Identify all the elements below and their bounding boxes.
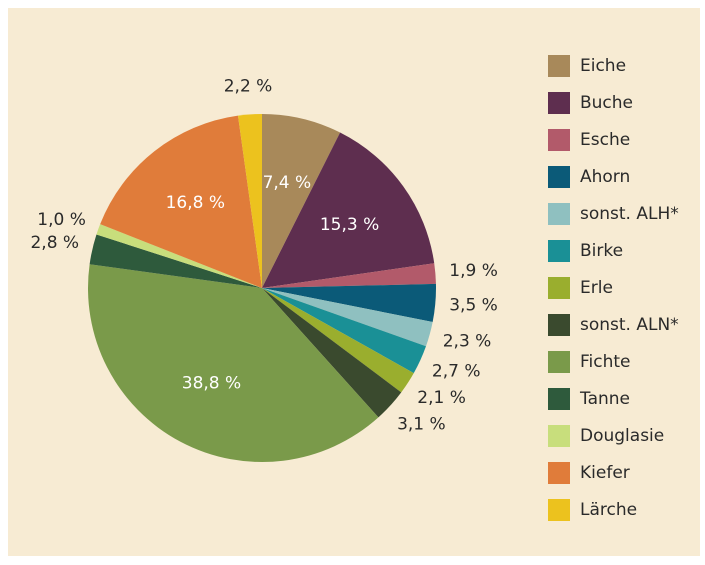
pie-slice xyxy=(96,224,262,288)
pie-slice xyxy=(238,114,262,288)
pie-slice xyxy=(262,263,436,288)
data-label: 15,3 % xyxy=(320,215,379,235)
data-label: 7,4 % xyxy=(263,173,312,193)
pie-slice xyxy=(262,288,402,418)
legend-swatch xyxy=(548,277,570,299)
legend-swatch xyxy=(548,203,570,225)
legend-swatch xyxy=(548,499,570,521)
pie-slice xyxy=(262,132,435,288)
legend-swatch xyxy=(548,462,570,484)
pie-slice xyxy=(88,264,379,462)
legend-label: Tanne xyxy=(579,389,630,409)
legend-swatch xyxy=(548,92,570,114)
legend-swatch xyxy=(548,166,570,188)
legend-swatch xyxy=(548,55,570,77)
pie-slice xyxy=(89,234,262,288)
data-label: 1,9 % xyxy=(449,261,498,281)
legend-label: Lärche xyxy=(580,500,637,520)
data-label: 1,0 % xyxy=(37,210,86,230)
pie-slice xyxy=(262,288,414,393)
data-label: 3,5 % xyxy=(449,295,498,315)
legend-swatch xyxy=(548,314,570,336)
legend-label: Douglasie xyxy=(580,426,664,446)
data-label: 3,1 % xyxy=(397,414,446,434)
legend-label: Erle xyxy=(580,278,613,298)
pie-slice xyxy=(262,114,341,288)
legend-label: sonst. ALN* xyxy=(580,315,679,335)
data-label: 2,8 % xyxy=(30,233,79,253)
legend-swatch xyxy=(548,351,570,373)
legend-label: Birke xyxy=(580,241,623,261)
pie-slice xyxy=(100,115,263,289)
legend-label: Eiche xyxy=(580,56,626,76)
data-label: 16,8 % xyxy=(166,193,225,213)
legend-label: Buche xyxy=(580,93,633,113)
legend-label: Kiefer xyxy=(580,463,630,483)
data-label: 2,1 % xyxy=(417,388,466,408)
pie-slice xyxy=(262,288,426,374)
data-label: 2,7 % xyxy=(432,361,481,381)
data-label: 38,8 % xyxy=(182,373,241,393)
pie-slice xyxy=(262,283,436,322)
pie-slice xyxy=(262,288,433,347)
legend-swatch xyxy=(548,240,570,262)
data-label: 2,2 % xyxy=(224,76,273,96)
data-label: 2,3 % xyxy=(443,332,492,352)
legend-label: Fichte xyxy=(580,352,631,372)
legend-label: Ahorn xyxy=(580,167,630,187)
legend-swatch xyxy=(548,388,570,410)
legend-label: Esche xyxy=(580,130,630,150)
legend-swatch xyxy=(548,425,570,447)
legend-label: sonst. ALH* xyxy=(580,204,679,224)
legend-swatch xyxy=(548,129,570,151)
